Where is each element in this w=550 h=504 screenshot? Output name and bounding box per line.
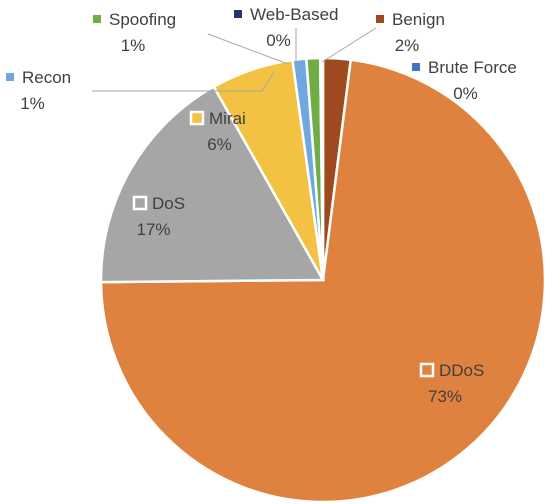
- label-value-dos: 17%: [136, 220, 170, 239]
- label-name-brute-force: Brute Force: [428, 58, 517, 77]
- legend-key-recon: [6, 73, 14, 81]
- slice-dos: [99, 85, 326, 284]
- data-label-spoofing: Spoofing 1%: [93, 10, 176, 55]
- leader-line-spoofing: [207, 33, 289, 65]
- data-label-brute-force: Brute Force 0%: [412, 58, 517, 103]
- legend-key-brute-force: [412, 63, 420, 71]
- label-name-spoofing: Spoofing: [109, 10, 176, 29]
- pie-slices: [99, 56, 547, 504]
- data-label-benign: Benign 2%: [376, 10, 445, 55]
- label-value-spoofing: 1%: [121, 36, 146, 55]
- legend-key-spoofing: [93, 15, 101, 23]
- label-name-web-based: Web-Based: [250, 5, 339, 24]
- legend-key-mirai: [189, 110, 205, 126]
- label-name-mirai: Mirai: [209, 109, 246, 128]
- data-label-mirai: Mirai 6%: [189, 109, 246, 154]
- data-labels: DDoS 73% DoS 17% Mirai 6% Recon 1% Spoofing 1% Web…: [6, 5, 517, 406]
- leader-line-benign: [321, 27, 377, 63]
- leader-lines: [92, 27, 377, 92]
- data-label-recon: Recon 1%: [6, 68, 71, 113]
- label-value-web-based: 0%: [266, 31, 291, 50]
- label-value-recon: 1%: [20, 94, 45, 113]
- label-value-mirai: 6%: [207, 135, 232, 154]
- legend-key-benign: [376, 15, 384, 23]
- leader-line-recon: [92, 71, 275, 92]
- legend-key-ddos: [419, 362, 435, 378]
- label-value-benign: 2%: [395, 36, 420, 55]
- label-value-brute-force: 0%: [453, 84, 478, 103]
- legend-key-dos: [132, 195, 148, 211]
- slice-brute-force: [320, 56, 325, 281]
- data-label-dos: DoS 17%: [132, 194, 185, 239]
- label-value-ddos: 73%: [428, 387, 462, 406]
- label-name-recon: Recon: [22, 68, 71, 87]
- label-name-dos: DoS: [152, 194, 185, 213]
- legend-key-web-based: [234, 10, 242, 18]
- label-name-ddos: DDoS: [439, 361, 484, 380]
- label-name-benign: Benign: [392, 10, 445, 29]
- data-label-ddos: DDoS 73%: [419, 361, 484, 406]
- data-label-web-based: Web-Based 0%: [234, 5, 339, 50]
